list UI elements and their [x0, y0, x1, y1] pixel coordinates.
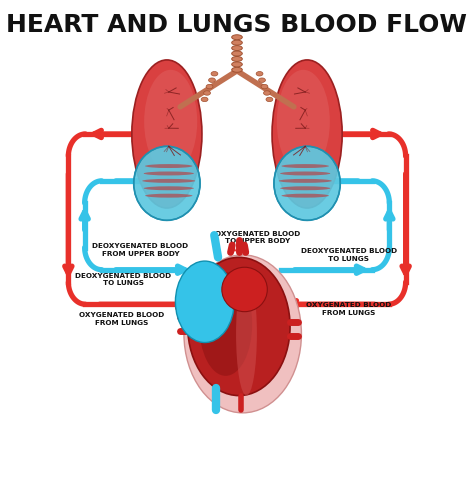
Ellipse shape [206, 84, 213, 89]
Ellipse shape [266, 97, 273, 101]
Ellipse shape [274, 147, 340, 220]
Ellipse shape [272, 60, 342, 208]
Text: OXYGENATED BLOOD
TO UPPER BODY: OXYGENATED BLOOD TO UPPER BODY [215, 231, 301, 245]
Ellipse shape [280, 171, 330, 175]
Ellipse shape [232, 67, 242, 72]
Ellipse shape [277, 70, 330, 173]
Ellipse shape [184, 255, 301, 413]
Ellipse shape [134, 147, 200, 220]
Ellipse shape [199, 272, 252, 376]
Ellipse shape [232, 35, 242, 40]
Ellipse shape [209, 78, 215, 82]
Ellipse shape [264, 91, 270, 95]
Ellipse shape [175, 261, 234, 343]
Ellipse shape [142, 179, 195, 183]
Ellipse shape [132, 60, 202, 208]
Ellipse shape [144, 70, 197, 173]
Ellipse shape [282, 164, 329, 168]
Ellipse shape [201, 97, 208, 101]
Ellipse shape [144, 186, 194, 190]
Ellipse shape [188, 257, 290, 396]
Ellipse shape [232, 40, 242, 45]
Ellipse shape [236, 272, 257, 396]
Ellipse shape [256, 72, 263, 76]
Ellipse shape [261, 84, 268, 89]
Ellipse shape [145, 164, 192, 168]
Ellipse shape [279, 179, 332, 183]
Ellipse shape [282, 194, 329, 198]
Ellipse shape [144, 171, 194, 175]
Ellipse shape [211, 72, 218, 76]
Ellipse shape [204, 91, 210, 95]
Ellipse shape [145, 194, 192, 198]
Ellipse shape [232, 51, 242, 56]
Text: DEOXYGENATED BLOOD
TO LUNGS: DEOXYGENATED BLOOD TO LUNGS [75, 273, 172, 286]
Ellipse shape [232, 56, 242, 61]
Ellipse shape [232, 62, 242, 67]
Ellipse shape [259, 78, 265, 82]
Ellipse shape [222, 267, 267, 312]
Text: OXYGENATED BLOOD
FROM LUNGS: OXYGENATED BLOOD FROM LUNGS [79, 312, 164, 326]
Text: DEOXYGENATED BLOOD
FROM UPPER BODY: DEOXYGENATED BLOOD FROM UPPER BODY [92, 243, 189, 257]
Ellipse shape [232, 46, 242, 50]
Text: DEOXYGENATED BLOOD
TO LUNGS: DEOXYGENATED BLOOD TO LUNGS [301, 248, 397, 262]
Text: OXYGENATED BLOOD
FROM LUNGS: OXYGENATED BLOOD FROM LUNGS [306, 302, 392, 316]
Text: HEART AND LUNGS BLOOD FLOW: HEART AND LUNGS BLOOD FLOW [7, 13, 467, 37]
Ellipse shape [280, 186, 330, 190]
